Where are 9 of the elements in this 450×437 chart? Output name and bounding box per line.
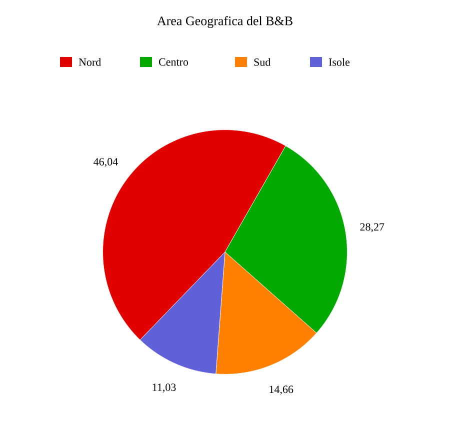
- legend-label: Nord: [78, 58, 102, 66]
- data-label: 28,27: [360, 223, 384, 232]
- data-label: 46,04: [94, 158, 118, 168]
- chart-title: Area Geografica del B&B: [157, 16, 292, 28]
- legend-label: Isole: [328, 58, 350, 66]
- legend-label: Centro: [158, 58, 188, 66]
- data-label: 11,03: [152, 384, 176, 393]
- data-label: 14,66: [270, 386, 294, 395]
- legend-label: Sud: [254, 58, 271, 66]
